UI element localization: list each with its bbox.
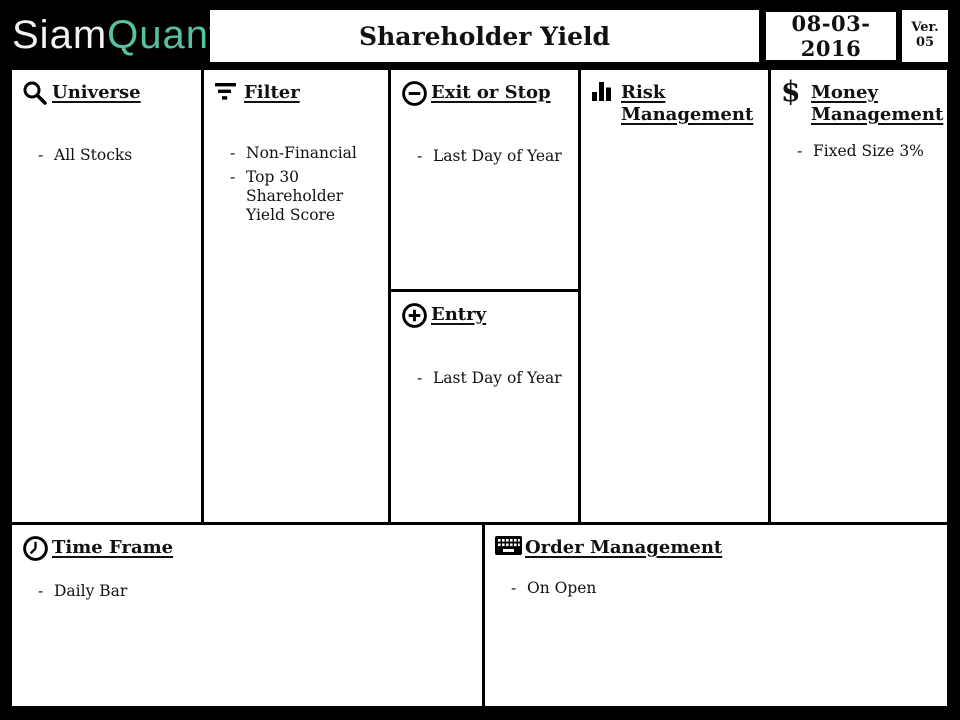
clock-icon xyxy=(22,535,52,562)
section-universe: Universe - All Stocks xyxy=(12,70,201,522)
section-risk-management: Risk Management xyxy=(581,70,768,522)
list-item: - Last Day of Year xyxy=(401,147,568,166)
list-item-text: Top 30 Shareholder Yield Score xyxy=(246,168,344,224)
order-heading: Order Management xyxy=(495,535,937,559)
list-item: - Non-Financial xyxy=(214,144,378,163)
list-item-text: Non-Financial xyxy=(246,144,357,162)
universe-list: - All Stocks xyxy=(22,146,191,165)
section-title: Order Management xyxy=(525,537,723,558)
magnifier-icon xyxy=(22,80,52,106)
exit-heading: Exit or Stop xyxy=(401,80,568,107)
list-item-text: Last Day of Year xyxy=(433,369,562,387)
order-list: - On Open xyxy=(495,579,937,598)
section-title: Time Frame xyxy=(52,537,174,558)
strategy-title-box: Shareholder Yield xyxy=(210,10,759,62)
section-time-frame: Time Frame - Daily Bar xyxy=(12,525,482,706)
dollar-icon: $ xyxy=(781,75,801,108)
list-item-text: On Open xyxy=(527,579,597,597)
risk-heading: Risk Management xyxy=(591,82,758,126)
list-item: - Daily Bar xyxy=(22,582,472,601)
date-box: 08-03-2016 xyxy=(766,11,896,61)
filter-icon xyxy=(214,80,244,103)
entry-heading: Entry xyxy=(401,302,568,329)
timeframe-list: - Daily Bar xyxy=(22,582,472,601)
minus-circle-icon xyxy=(401,80,431,107)
bullet-dash: - xyxy=(38,146,44,164)
money-list: - Fixed Size 3% xyxy=(781,142,937,161)
bullet-dash: - xyxy=(230,168,236,186)
section-money-management: $ Money Management - Fixed Size 3% xyxy=(771,70,947,522)
section-title: Risk Management xyxy=(621,82,754,125)
bar-chart-icon xyxy=(591,80,621,103)
universe-heading: Universe xyxy=(22,80,191,106)
section-title: Exit or Stop xyxy=(431,82,551,103)
timeframe-heading: Time Frame xyxy=(22,535,472,562)
list-item: - On Open xyxy=(495,579,937,598)
list-item: - All Stocks xyxy=(22,146,191,165)
section-title: Universe xyxy=(52,82,141,103)
list-item: - Top 30 Shareholder Yield Score xyxy=(214,168,378,225)
bullet-dash: - xyxy=(511,579,517,597)
section-exit-or-stop: Exit or Stop - Last Day of Year xyxy=(391,70,578,289)
money-heading: $ Money Management xyxy=(781,75,943,126)
section-title: Filter xyxy=(244,82,300,103)
siamquant-logo: Siam Quant xyxy=(12,10,221,60)
filter-heading: Filter xyxy=(214,82,378,104)
section-order-management: Order Management - On Open xyxy=(485,525,947,706)
bullet-dash: - xyxy=(797,142,803,160)
list-item-text: Last Day of Year xyxy=(433,147,562,165)
bullet-dash: - xyxy=(417,147,423,165)
list-item-text: Fixed Size 3% xyxy=(813,142,924,160)
filter-list: - Non-Financial - Top 30 Shareholder Yie… xyxy=(214,144,378,225)
version-box: Ver. 05 xyxy=(902,10,948,62)
section-title: Entry xyxy=(431,304,487,325)
page-title: Shareholder Yield xyxy=(359,21,610,51)
list-item-text: All Stocks xyxy=(54,146,133,164)
logo-text-quant: Quant xyxy=(107,12,222,57)
plus-circle-icon xyxy=(401,302,431,329)
section-title: Money Management xyxy=(811,82,944,125)
keyboard-icon xyxy=(495,535,525,557)
list-item-text: Daily Bar xyxy=(54,582,128,600)
bullet-dash: - xyxy=(38,582,44,600)
section-filter: Filter - Non-Financial - Top 30 Sharehol… xyxy=(204,70,388,522)
version-value: 05 xyxy=(915,35,935,50)
list-item: - Fixed Size 3% xyxy=(781,142,937,161)
bullet-dash: - xyxy=(417,369,423,387)
entry-list: - Last Day of Year xyxy=(401,369,568,388)
bullet-dash: - xyxy=(230,144,236,162)
date-value: 08-03-2016 xyxy=(791,11,871,61)
exit-list: - Last Day of Year xyxy=(401,147,568,166)
section-entry: Entry - Last Day of Year xyxy=(391,292,578,522)
logo-text-siam: Siam xyxy=(12,12,108,57)
list-item: - Last Day of Year xyxy=(401,369,568,388)
version-label: Ver. xyxy=(911,20,939,36)
